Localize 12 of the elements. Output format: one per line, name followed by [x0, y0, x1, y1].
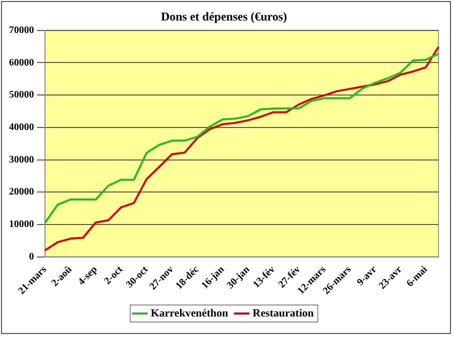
y-tick-label: 20000 — [9, 186, 34, 198]
y-tick-label: 40000 — [9, 122, 34, 133]
x-tick-label: 4-sep — [76, 264, 100, 288]
y-tick-label: 30000 — [9, 154, 34, 166]
y-tick-label: 60000 — [9, 57, 34, 68]
y-tick-label: 70000 — [9, 24, 34, 36]
y-tick-label: 10000 — [9, 219, 34, 230]
y-tick-label: 0 — [29, 251, 34, 262]
legend-label: Restauration — [252, 307, 314, 320]
chart-title: Dons et dépenses (€uros) — [160, 9, 288, 24]
legend-label: Karrekvenéthon — [150, 307, 228, 320]
y-tick-label: 50000 — [9, 90, 34, 101]
